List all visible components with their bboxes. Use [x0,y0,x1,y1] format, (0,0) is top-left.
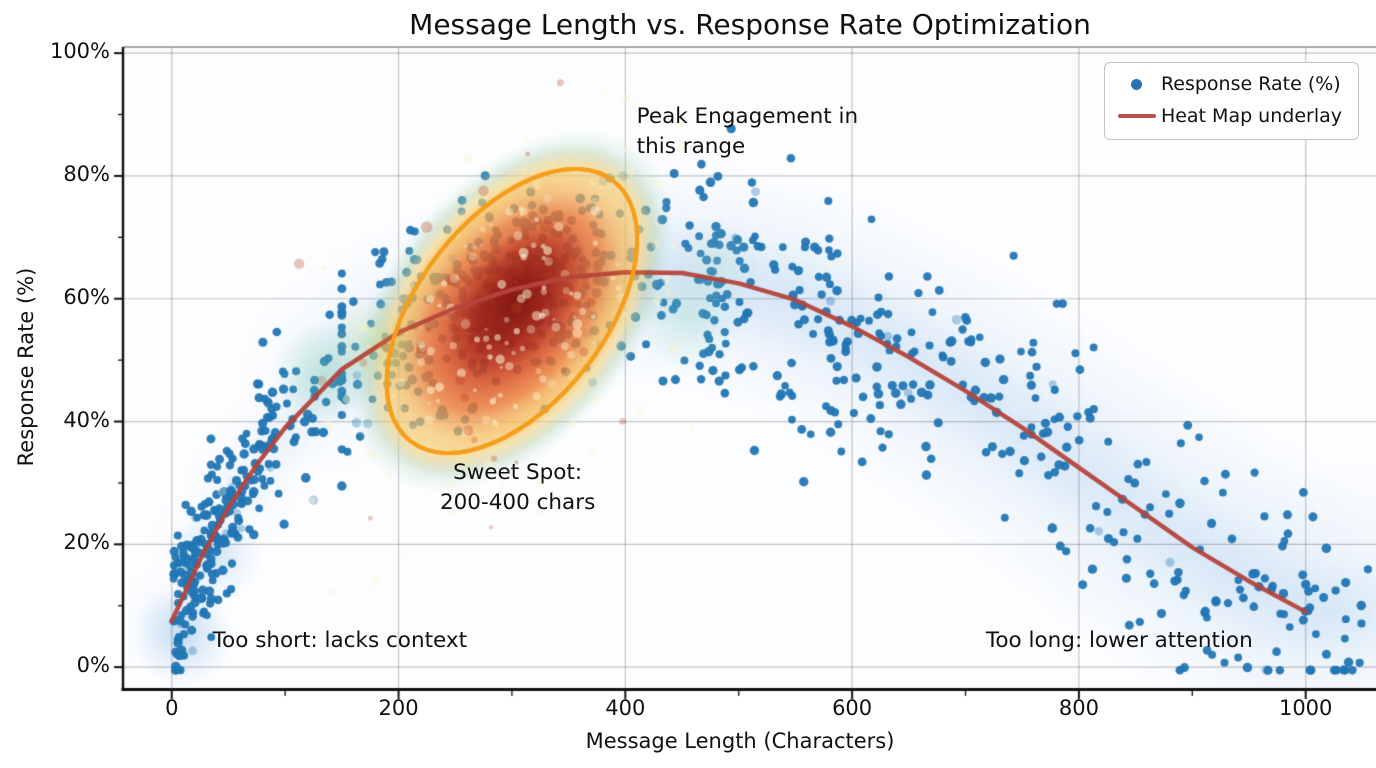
legend-label: Heat Map underlay [1160,105,1342,127]
y-tick-label: 0% [76,653,110,678]
legend-entry: Heat Map underlay [1113,100,1342,132]
legend-entry: Response Rate (%) [1113,68,1342,100]
y-tick-label: 80% [63,161,110,186]
x-tick-label: 600 [832,696,873,720]
legend-marker [1131,78,1143,90]
legend-marker [1117,113,1156,119]
x-axis-label: Message Length (Characters) [585,729,895,753]
x-tick-label: 0 [165,696,179,720]
x-tick-label: 400 [605,696,646,720]
annotation-too-long: Too long: lower attention [985,628,1253,654]
legend-label: Response Rate (%) [1160,73,1341,95]
y-tick-label: 100% [49,39,110,64]
annotation-sweet-spot: Sweet Spot: 200-400 chars [439,460,596,516]
legend: Response Rate (%) Heat Map underlay [1103,62,1359,140]
annotation-peak-engagement: Peak Engagement in this range [636,104,859,159]
x-tick-label: 1000 [1278,696,1333,720]
annotation-too-short: Too short: lacks context [212,628,468,654]
x-tick-label: 800 [1058,696,1099,720]
y-tick-label: 60% [63,284,110,309]
y-tick-label: 20% [63,530,110,555]
y-tick-label: 40% [63,407,110,432]
x-tick-label: 200 [378,696,419,720]
scatter-marker-icon [1113,78,1161,90]
trend-line-icon [1113,113,1161,119]
chart-title: Message Length vs. Response Rate Optimiz… [409,8,1091,41]
